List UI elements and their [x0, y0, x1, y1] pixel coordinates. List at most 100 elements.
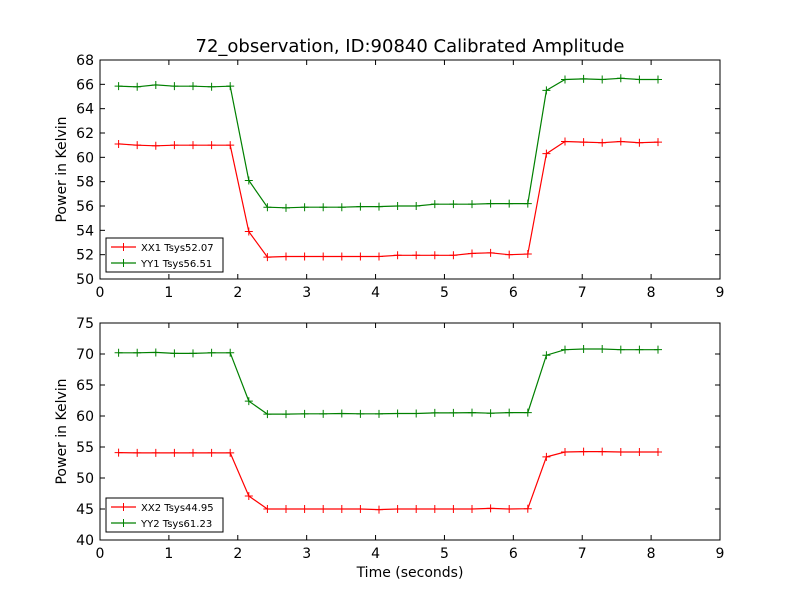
data-point	[207, 448, 216, 457]
x-tick-label: 2	[233, 546, 242, 562]
x-tick-label: 8	[647, 285, 656, 301]
data-point	[114, 448, 123, 457]
data-point	[133, 448, 142, 457]
data-point	[561, 345, 569, 354]
data-point	[263, 203, 272, 212]
y-tick-label: 58	[76, 175, 94, 191]
legend-box	[105, 497, 224, 533]
y-tick-label: 65	[76, 378, 94, 394]
data-point	[505, 505, 514, 513]
y-tick-label: 52	[76, 248, 94, 264]
data-point	[337, 203, 346, 212]
data-point	[616, 447, 625, 456]
data-point	[635, 345, 644, 354]
data-point	[282, 505, 290, 513]
data-point	[170, 82, 179, 91]
x-tick-label: 6	[509, 285, 518, 301]
x-tick-label: 4	[371, 546, 380, 562]
data-point	[561, 137, 569, 146]
data-point	[263, 253, 272, 262]
data-point	[133, 141, 142, 150]
data-point	[319, 252, 328, 261]
data-point	[505, 199, 514, 208]
data-point	[449, 408, 458, 417]
x-tick-label: 0	[96, 546, 105, 562]
data-point	[337, 505, 346, 513]
data-point	[579, 138, 588, 147]
data-point	[616, 345, 625, 354]
top-panel: 0 1 2 3 4 5 6 7 8 95052545658606264666872_observa…	[54, 36, 724, 301]
y-tick-label: 62	[76, 126, 94, 142]
x-tick-label: 5	[440, 285, 449, 301]
data-point	[579, 74, 588, 83]
x-tick-label: 1	[164, 546, 173, 562]
y-tick-label: 66	[76, 77, 94, 93]
data-point	[430, 251, 439, 260]
data-point	[430, 505, 439, 513]
data-point	[170, 349, 179, 358]
data-point	[505, 250, 514, 259]
data-point	[189, 448, 197, 457]
data-point	[542, 149, 551, 158]
y-axis-label: Power in Kelvin	[54, 378, 70, 484]
y-tick-label: 50	[76, 471, 94, 487]
data-point	[449, 200, 458, 209]
data-point	[319, 409, 328, 418]
data-point	[412, 505, 421, 513]
x-tick-label: 9	[716, 285, 725, 301]
series-line-2	[118, 348, 658, 415]
data-point	[114, 348, 123, 357]
data-point	[635, 138, 644, 147]
data-point	[486, 409, 495, 418]
data-point	[300, 505, 309, 513]
y-tick-label: 56	[76, 199, 94, 215]
data-point	[412, 251, 421, 260]
data-point	[412, 202, 421, 210]
data-point	[170, 448, 179, 457]
plot-frame	[99, 322, 721, 541]
data-point	[523, 408, 532, 417]
data-point	[635, 447, 644, 456]
series-line-2	[118, 77, 658, 209]
x-tick-label: 2	[233, 285, 242, 301]
y-tick-label: 50	[76, 272, 94, 288]
y-tick-label: 55	[76, 440, 94, 456]
data-point	[189, 82, 197, 91]
legend-label: YY2 Tsys61.23	[140, 519, 212, 530]
data-point	[616, 137, 625, 146]
data-point	[542, 351, 551, 360]
legend-marker	[119, 243, 128, 251]
data-point	[654, 345, 662, 354]
legend-label: XX1 Tsys52.07	[141, 243, 214, 254]
x-tick-label: 3	[302, 546, 311, 562]
x-tick-label: 9	[716, 546, 725, 562]
data-point	[133, 348, 142, 357]
data-point	[654, 138, 662, 147]
x-tick-label: 3	[302, 285, 311, 301]
data-point	[412, 409, 421, 418]
data-point	[561, 75, 569, 84]
data-point	[207, 82, 216, 91]
data-point	[393, 202, 402, 210]
y-tick-label: 70	[76, 347, 94, 363]
data-point	[226, 141, 235, 150]
data-point	[356, 252, 365, 261]
plot-frame	[99, 59, 721, 280]
data-point	[542, 86, 551, 95]
data-point	[523, 250, 532, 259]
data-point	[151, 141, 160, 150]
data-point	[356, 409, 365, 418]
data-point	[133, 82, 142, 91]
x-tick-label: 8	[647, 546, 656, 562]
x-axis-label: Time (seconds)	[356, 565, 464, 581]
x-tick-label: 7	[578, 285, 587, 301]
data-point	[170, 141, 179, 150]
data-point	[282, 203, 290, 212]
data-point	[486, 199, 495, 208]
data-point	[207, 348, 216, 357]
data-point	[561, 447, 569, 456]
data-point	[282, 410, 290, 419]
data-point	[616, 74, 625, 83]
